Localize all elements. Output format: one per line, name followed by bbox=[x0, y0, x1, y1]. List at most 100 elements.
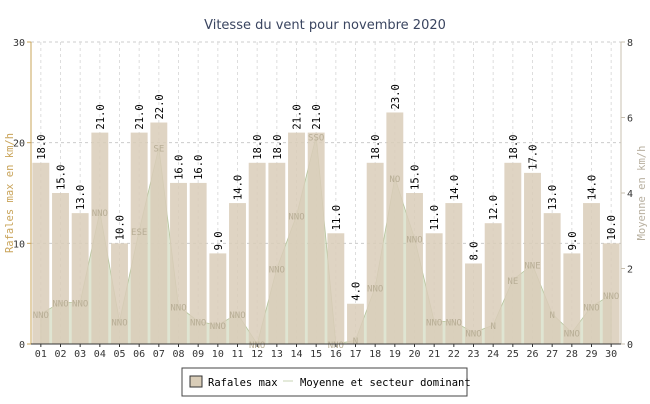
bar-rafales bbox=[32, 162, 50, 344]
x-tick-label: 20 bbox=[408, 349, 420, 360]
bar-rafales bbox=[52, 193, 69, 344]
y-tick-label-right: 6 bbox=[627, 114, 633, 125]
x-tick-label: 15 bbox=[310, 349, 322, 360]
x-tick-label: 21 bbox=[428, 349, 440, 360]
x-tick-label: 23 bbox=[467, 349, 479, 360]
sector-label: N bbox=[353, 337, 358, 347]
bar-rafales bbox=[386, 112, 404, 344]
y-tick-label-right: 4 bbox=[627, 189, 633, 200]
bar-value-label: 13.0 bbox=[75, 185, 87, 210]
sector-label: NNO bbox=[33, 311, 49, 321]
sector-label: NNO bbox=[92, 209, 108, 219]
bar-rafales bbox=[583, 203, 600, 344]
sector-label: NNO bbox=[52, 299, 68, 309]
bar-value-label: 18.0 bbox=[370, 135, 382, 160]
x-tick-label: 12 bbox=[251, 349, 263, 360]
bar-rafales bbox=[71, 213, 89, 344]
bar-value-label: 14.0 bbox=[587, 175, 599, 200]
x-tick-label: 27 bbox=[546, 349, 558, 360]
x-tick-label: 04 bbox=[94, 349, 106, 360]
bar-rafales bbox=[425, 233, 443, 344]
bar-value-label: 14.0 bbox=[449, 175, 461, 200]
sector-label: NNO bbox=[367, 284, 383, 294]
bar-rafales bbox=[504, 162, 522, 344]
legend-label-line: Moyenne et secteur dominant bbox=[300, 377, 471, 389]
x-tick-label: 29 bbox=[585, 349, 597, 360]
sector-label: NO bbox=[389, 175, 400, 185]
sector-label: NNO bbox=[111, 318, 127, 328]
sector-label: ESE bbox=[131, 228, 147, 238]
legend-label-bar: Rafales max bbox=[208, 377, 278, 389]
x-tick-label: 13 bbox=[271, 349, 283, 360]
bar-value-label: 11.0 bbox=[429, 205, 441, 230]
bar-value-label: 8.0 bbox=[469, 242, 481, 261]
bar-rafales bbox=[268, 162, 286, 344]
bar-value-label: 14.0 bbox=[233, 175, 245, 200]
x-tick-label: 19 bbox=[389, 349, 401, 360]
y-tick-label-left: 0 bbox=[19, 340, 25, 351]
sector-label: NNO bbox=[269, 266, 285, 276]
bar-rafales bbox=[406, 193, 423, 344]
bar-rafales bbox=[288, 132, 305, 344]
bar-value-label: 13.0 bbox=[547, 185, 559, 210]
bar-rafales bbox=[248, 162, 266, 344]
bar-rafales bbox=[366, 162, 384, 344]
bar-rafales bbox=[347, 303, 364, 344]
bar-value-label: 17.0 bbox=[528, 145, 540, 170]
x-tick-label: 11 bbox=[231, 349, 243, 360]
bar-value-label: 10.0 bbox=[606, 215, 618, 240]
x-tick-label: 09 bbox=[192, 349, 204, 360]
bar-rafales bbox=[484, 223, 502, 344]
bar-rafales bbox=[130, 132, 148, 344]
bar-value-label: 21.0 bbox=[311, 104, 323, 129]
bar-rafales bbox=[189, 182, 207, 344]
x-tick-label: 18 bbox=[369, 349, 381, 360]
x-tick-label: 06 bbox=[133, 349, 145, 360]
sector-label: NNO bbox=[406, 235, 422, 245]
x-tick-label: 26 bbox=[526, 349, 538, 360]
sector-label: SSO bbox=[308, 133, 324, 143]
bar-value-label: 16.0 bbox=[174, 155, 186, 180]
x-tick-label: 30 bbox=[605, 349, 617, 360]
bar-rafales bbox=[150, 122, 168, 344]
bar-value-label: 10.0 bbox=[115, 215, 127, 240]
bar-rafales bbox=[307, 132, 325, 344]
bar-value-label: 18.0 bbox=[252, 135, 264, 160]
x-tick-label: 17 bbox=[349, 349, 361, 360]
sector-label: NNO bbox=[190, 318, 206, 328]
y-axis-right-label: Moyenne en km/h bbox=[636, 146, 648, 241]
bar-value-label: 4.0 bbox=[351, 282, 363, 301]
x-tick-label: 07 bbox=[153, 349, 165, 360]
bar-rafales bbox=[209, 253, 227, 344]
y-tick-label-left: 30 bbox=[13, 38, 25, 49]
sector-label: NNO bbox=[583, 303, 599, 313]
bar-rafales bbox=[524, 172, 541, 344]
bar-rafales bbox=[111, 243, 128, 344]
x-tick-label: 02 bbox=[54, 349, 66, 360]
bar-value-label: 11.0 bbox=[331, 205, 343, 230]
y-tick-label-left: 10 bbox=[13, 239, 25, 250]
x-tick-label: 14 bbox=[290, 349, 302, 360]
x-tick-label: 25 bbox=[507, 349, 519, 360]
legend: Rafales max Moyenne et secteur dominant bbox=[181, 367, 471, 397]
sector-label: NNE bbox=[524, 262, 540, 272]
y-tick-label-right: 8 bbox=[627, 38, 633, 49]
sector-label: N bbox=[549, 311, 554, 321]
x-tick-label: 05 bbox=[113, 349, 125, 360]
sector-label: NNO bbox=[170, 303, 186, 313]
bar-value-label: 22.0 bbox=[154, 94, 166, 119]
x-tick-label: 16 bbox=[330, 349, 342, 360]
bar-rafales bbox=[91, 132, 109, 344]
bar-value-label: 12.0 bbox=[488, 195, 500, 220]
y-tick-label-right: 2 bbox=[627, 265, 633, 276]
bar-rafales bbox=[602, 243, 620, 344]
bar-rafales bbox=[229, 203, 246, 344]
y-tick-label-right: 0 bbox=[627, 340, 633, 351]
bar-rafales bbox=[563, 253, 581, 344]
y-tick-label-left: 20 bbox=[13, 139, 25, 150]
bar-value-label: 21.0 bbox=[134, 104, 146, 129]
bar-value-label: 21.0 bbox=[95, 104, 107, 129]
x-tick-label: 08 bbox=[172, 349, 184, 360]
